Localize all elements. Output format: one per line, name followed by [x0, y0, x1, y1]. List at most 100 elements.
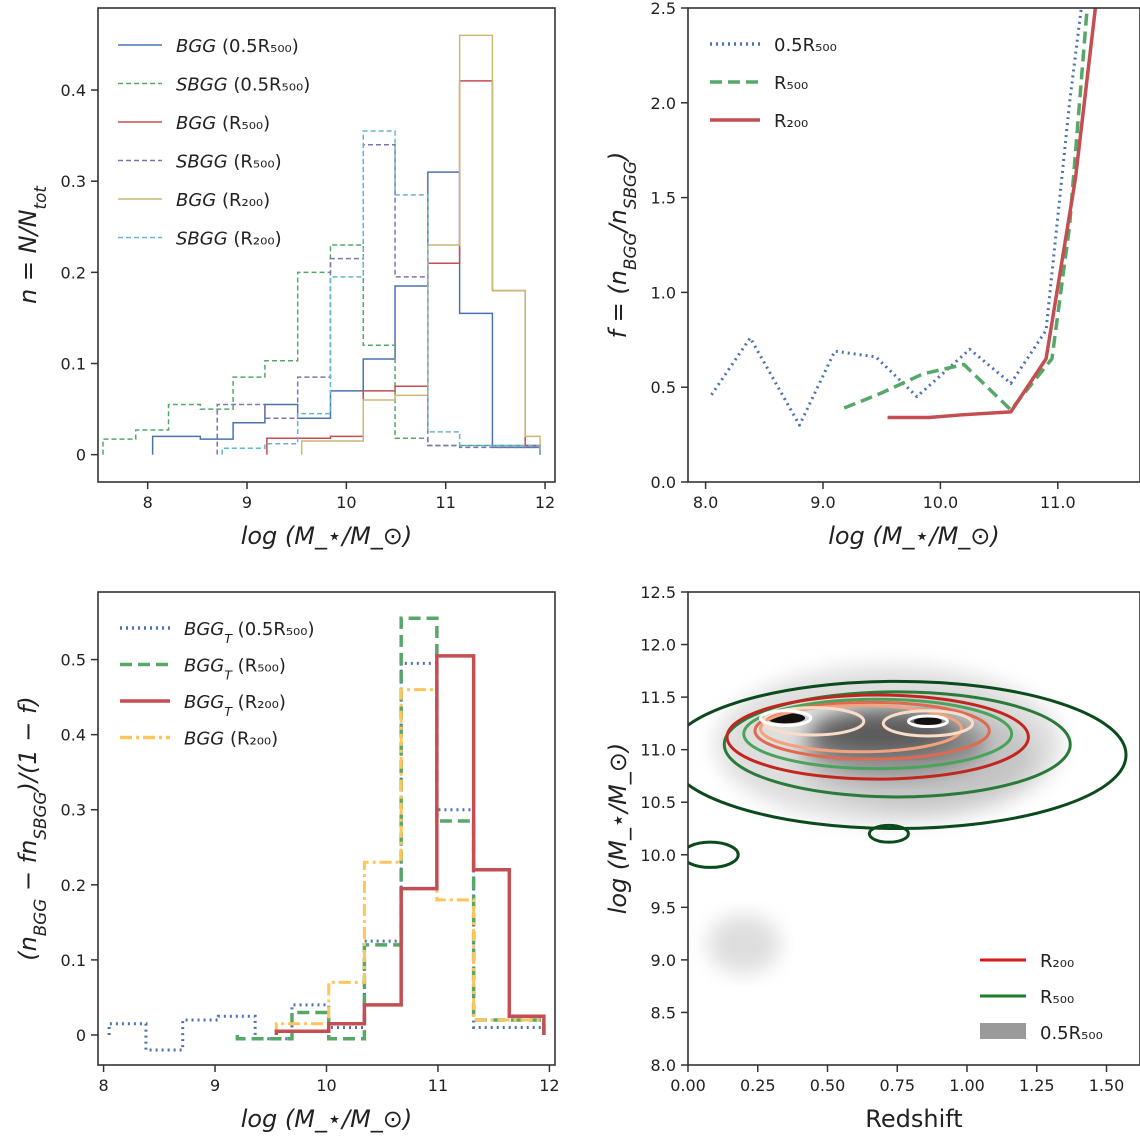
legend-swatch	[980, 1023, 1026, 1039]
plot-area	[710, 8, 1098, 427]
y-axis-label: f = (nBGG/nSBGG)	[604, 152, 640, 339]
y-axis-label: (nBGG − fnSBGG)/(1 − f)	[14, 696, 50, 961]
ratio-series	[887, 8, 1098, 420]
histogram-series	[102, 244, 541, 455]
x-axis-label: Redshift	[865, 1105, 962, 1133]
density-fill	[707, 914, 781, 974]
plot-area	[102, 34, 541, 455]
y-tick-label: 0.1	[61, 951, 86, 970]
x-tick-label: 1.00	[949, 1076, 985, 1095]
density-contour	[881, 709, 975, 738]
y-tick-label: 12.0	[640, 636, 676, 655]
y-tick-label: 0.2	[61, 263, 86, 282]
plot-area	[107, 616, 546, 1052]
histogram-series	[107, 661, 546, 1052]
y-tick-label: 11.5	[640, 688, 676, 707]
density-contour	[688, 679, 1128, 830]
legend-label: BGGT (R₂₀₀)	[184, 692, 286, 719]
x-axis-label: log (M_⋆/M_⊙)	[241, 1105, 413, 1133]
histogram-series	[235, 616, 546, 1041]
legend-label: SBGG (R₂₀₀)	[176, 229, 282, 250]
x-tick-label: 1.50	[1089, 1076, 1125, 1095]
y-tick-label: 1.5	[651, 189, 676, 208]
plot-frame	[97, 7, 556, 483]
x-tick-label: 0.50	[810, 1076, 846, 1095]
y-tick-label: 0.4	[61, 726, 86, 745]
legend-label: R₅₀₀	[774, 73, 808, 94]
y-tick-label: 9.5	[651, 898, 676, 917]
x-tick-label: 0.00	[670, 1076, 706, 1095]
legend-label: 0.5R₅₀₀	[1040, 1023, 1103, 1044]
plot-frame	[687, 591, 1140, 1066]
x-axis-label: log (M_⋆/M_⊙)	[241, 522, 413, 550]
histogram-series	[274, 688, 546, 1035]
density-contour	[753, 700, 991, 761]
x-tick-label: 11.0	[1040, 493, 1076, 512]
ratio-series	[843, 8, 1089, 412]
histogram-series	[274, 654, 546, 1035]
panel-redshift-mass-contours: 0.00 0.25 0.50 0.75 1.00 1.25 1.50 8.0 8.5 9.0 9.5…	[604, 583, 1140, 1133]
legend-label: BGG (R₅₀₀)	[176, 113, 270, 134]
x-tick-label: 8	[98, 1076, 108, 1095]
x-tick-label: 8	[143, 493, 153, 512]
panel-stellar-mass-fractions: 8 9 10 11 12 0 0.1 0.2 0.3 0.4 log (M_⋆/M_⊙) n = N/…	[14, 7, 556, 550]
legend-label: R₅₀₀	[1040, 987, 1074, 1008]
y-tick-label: 2.0	[651, 94, 676, 113]
histogram-series	[221, 130, 541, 455]
y-tick-label: 0	[76, 446, 86, 465]
x-tick-label: 9	[242, 493, 252, 512]
y-axis-label: log (M_⋆/M_⊙)	[604, 743, 632, 915]
y-tick-label: 9.0	[651, 951, 676, 970]
x-tick-label: 9	[210, 1076, 220, 1095]
histogram-series	[300, 34, 541, 455]
legend-label: BGG (R₂₀₀)	[184, 729, 278, 750]
legend-label: R₂₀₀	[774, 111, 808, 132]
panel-corrected-distribution: 8 9 10 11 12 0 0.1 0.2 0.3 0.4 0.5 log (M_⋆/M_⊙) (nB…	[14, 591, 560, 1133]
x-tick-label: 0.75	[879, 1076, 915, 1095]
legend-label: BGGT (0.5R₅₀₀)	[184, 619, 315, 646]
density-contour	[759, 704, 963, 754]
legend-label: BGGT (R₅₀₀)	[184, 656, 286, 683]
legend-label: BGG (0.5R₅₀₀)	[176, 36, 299, 57]
panel-ratio-f: 8.0 9.0 10.0 11.0 0.0 0.5 1.0 1.5 2.0 2.5 log (M_⋆…	[604, 0, 1140, 550]
y-tick-label: 0.3	[61, 172, 86, 191]
density-contour	[688, 840, 740, 869]
density-fill	[914, 717, 942, 726]
y-tick-label: 10.5	[640, 793, 676, 812]
density-contour	[759, 709, 813, 727]
y-tick-label: 8.0	[651, 1056, 676, 1075]
y-tick-label: 0.3	[61, 801, 86, 820]
legend-label: R₂₀₀	[1040, 951, 1074, 972]
y-tick-label: 0.1	[61, 355, 86, 374]
x-tick-label: 11	[436, 493, 456, 512]
density-contour	[725, 693, 1030, 781]
y-tick-label: 0	[76, 1026, 86, 1045]
y-tick-label: 1.0	[651, 283, 676, 302]
density-contour	[722, 690, 1072, 799]
y-tick-label: 0.0	[651, 473, 676, 492]
x-axis-label: log (M_⋆/M_⊙)	[828, 522, 1000, 550]
x-tick-label: 0.25	[740, 1076, 776, 1095]
density-contour	[742, 697, 1014, 771]
x-tick-label: 10.0	[923, 493, 959, 512]
histogram-series	[151, 171, 541, 455]
y-tick-label: 0.2	[61, 876, 86, 895]
x-tick-label: 9.0	[810, 493, 835, 512]
y-tick-label: 12.5	[640, 583, 676, 602]
plot-frame	[687, 7, 1140, 483]
x-tick-label: 12	[535, 493, 555, 512]
plot-area	[688, 665, 1128, 974]
legend-label: 0.5R₅₀₀	[774, 35, 837, 56]
density-contour	[867, 823, 910, 844]
x-tick-label: 10	[316, 1076, 336, 1095]
x-tick-label: 8.0	[693, 493, 718, 512]
y-tick-label: 11.0	[640, 741, 676, 760]
legend-label: SBGG (R₅₀₀)	[176, 152, 282, 173]
legend-label: SBGG (0.5R₅₀₀)	[176, 75, 310, 96]
y-tick-label: 2.5	[651, 0, 676, 18]
x-tick-label: 10	[336, 493, 356, 512]
x-tick-label: 11	[428, 1076, 448, 1095]
x-tick-label: 12	[539, 1076, 559, 1095]
y-tick-label: 0.4	[61, 81, 86, 100]
